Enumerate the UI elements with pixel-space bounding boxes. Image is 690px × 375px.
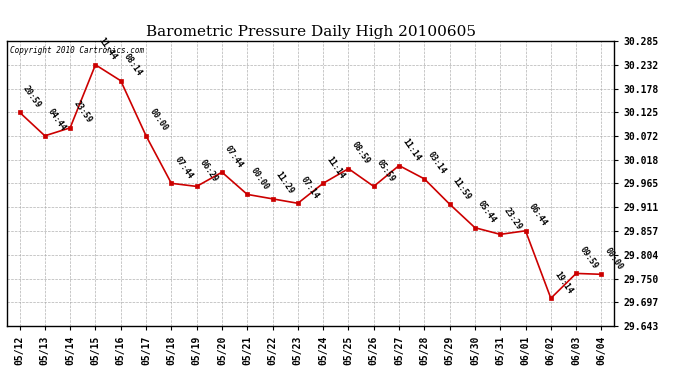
Text: 23:59: 23:59 bbox=[72, 99, 93, 125]
Text: 07:44: 07:44 bbox=[172, 155, 195, 180]
Text: 04:44: 04:44 bbox=[46, 107, 68, 133]
Text: 09:59: 09:59 bbox=[578, 245, 599, 271]
Text: 08:59: 08:59 bbox=[350, 140, 371, 166]
Text: 11:14: 11:14 bbox=[400, 137, 422, 163]
Text: 03:14: 03:14 bbox=[426, 150, 447, 176]
Text: 06:44: 06:44 bbox=[527, 202, 549, 228]
Text: 05:59: 05:59 bbox=[375, 158, 397, 184]
Text: 11:29: 11:29 bbox=[274, 170, 295, 196]
Text: 07:14: 07:14 bbox=[299, 175, 321, 201]
Text: 06:29: 06:29 bbox=[198, 158, 219, 184]
Text: 07:44: 07:44 bbox=[224, 144, 245, 170]
Text: 11:59: 11:59 bbox=[451, 176, 473, 201]
Text: 19:14: 19:14 bbox=[552, 270, 574, 296]
Text: 23:29: 23:29 bbox=[502, 206, 523, 232]
Text: 00:00: 00:00 bbox=[148, 107, 169, 133]
Title: Barometric Pressure Daily High 20100605: Barometric Pressure Daily High 20100605 bbox=[146, 25, 475, 39]
Text: 00:00: 00:00 bbox=[603, 246, 624, 272]
Text: 00:00: 00:00 bbox=[248, 166, 270, 192]
Text: 20:59: 20:59 bbox=[21, 84, 43, 110]
Text: Copyright 2010 Cartronics.com: Copyright 2010 Cartronics.com bbox=[10, 45, 144, 54]
Text: 05:44: 05:44 bbox=[476, 199, 498, 225]
Text: 11:44: 11:44 bbox=[97, 36, 119, 62]
Text: 08:14: 08:14 bbox=[122, 53, 144, 78]
Text: 11:14: 11:14 bbox=[324, 155, 346, 180]
